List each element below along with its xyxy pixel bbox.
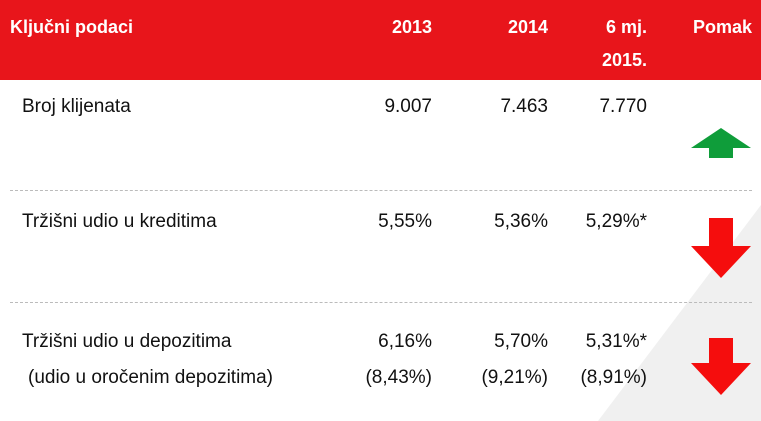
header-cell: 2014 [507,17,548,37]
row-value: 5,70% [494,331,548,352]
header-cell: Ključni podaci [10,17,134,37]
row-value: 5,55% [378,211,432,232]
header-cell: 2015. [601,50,647,70]
row-subvalue: (8,91%) [580,367,647,388]
row-divider [10,190,752,191]
trend-arrow-up [691,128,751,158]
trend-arrow-down [691,338,751,395]
header-cell: Pomak [692,17,752,37]
row-subvalue: (8,43%) [365,367,432,388]
row-label: Broj klijenata [22,96,131,117]
row-value: 7.463 [500,96,548,117]
row-value: 5,29%* [585,211,647,232]
row-value: 5,31%* [585,331,647,352]
row-value: 6,16% [378,331,432,352]
row-value: 7.770 [599,96,647,117]
row-subvalue: (9,21%) [481,367,548,388]
row-value: 5,36% [494,211,548,232]
row-sublabel: (udio u oročenim depozitima) [28,367,274,388]
header-cell: 2013 [391,17,432,37]
row-value: 9.007 [384,96,432,117]
trend-arrow-down [691,218,751,278]
header-bar [0,0,761,80]
header-cell: 6 mj. [605,17,647,37]
row-divider [10,302,752,303]
row-label: Tržišni udio u depozitima [22,331,232,352]
arrows [691,128,751,395]
row-label: Tržišni udio u kreditima [22,211,217,232]
